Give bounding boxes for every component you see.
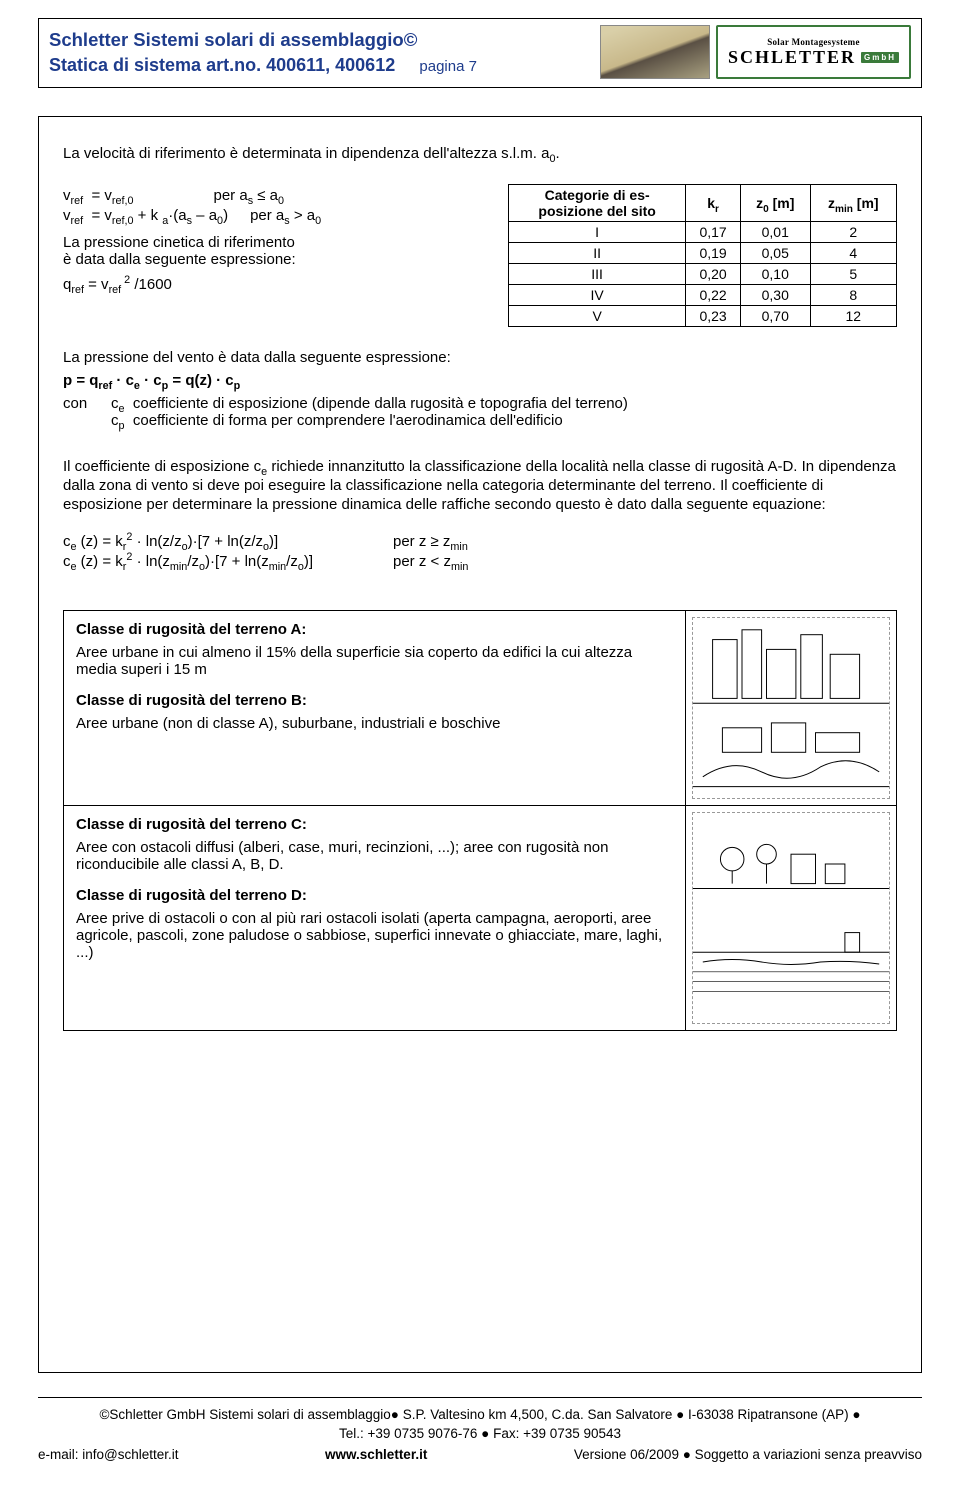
terrain-title-b: Classe di rugosità del terreno B: <box>76 692 673 709</box>
header-subtitle: Statica di sistema art.no. 400611, 40061… <box>49 55 395 75</box>
calculator-photo <box>600 25 710 79</box>
header-left: Schletter Sistemi solari di assemblaggio… <box>49 29 600 76</box>
formula-table-row: vref = vref,0per as ≤ a0 vref = vref,0 +… <box>63 184 897 327</box>
terrain-text-cd: Classe di rugosità del terreno C: Aree c… <box>64 806 686 1030</box>
terrain-sketch-cd <box>686 806 896 1030</box>
formula-column: vref = vref,0per as ≤ a0 vref = vref,0 +… <box>63 184 480 327</box>
big-paragraph: Il coefficiente di esposizione ce richie… <box>63 457 897 515</box>
sketch-open-icon <box>693 813 889 1023</box>
ce-eq-1: ce (z) = kr2 · ln(z/zo)·[7 + ln(z/zo)] p… <box>63 533 897 550</box>
footer-row3: e-mail: info@schletter.it www.schletter.… <box>38 1446 922 1465</box>
footer-version: Versione 06/2009 ● Soggetto a variazioni… <box>574 1446 922 1465</box>
wind-line1: La pressione del vento è data dalla segu… <box>63 349 897 366</box>
terrain-text-ab: Classe di rugosità del terreno A: Aree u… <box>64 611 686 805</box>
vref-eq-2: vref = vref,0 + k a·(as – a0)per as > a0 <box>63 207 480 224</box>
pressure-text: La pressione cinetica di riferimento è d… <box>63 234 480 268</box>
page-number: pagina 7 <box>419 58 477 75</box>
terrain-title-a: Classe di rugosità del terreno A: <box>76 621 673 638</box>
table-row: II0,190,054 <box>509 243 897 264</box>
wind-pressure-block: La pressione del vento è data dalla segu… <box>63 349 897 429</box>
terrain-table: Classe di rugosità del terreno A: Aree u… <box>63 610 897 1031</box>
terrain-desc-a: Aree urbane in cui almeno il 15% della s… <box>76 644 673 678</box>
th-cat: Categorie di es-posizione del sito <box>509 185 686 222</box>
table-column: Categorie di es-posizione del sito kr z0… <box>508 184 897 327</box>
terrain-title-d: Classe di rugosità del terreno D: <box>76 887 673 904</box>
terrain-title-c: Classe di rugosità del terreno C: <box>76 816 673 833</box>
footer-email: e-mail: info@schletter.it <box>38 1446 179 1465</box>
footer-line2: Tel.: +39 0735 9076-76 ● Fax: +39 0735 9… <box>38 1425 922 1444</box>
header-images: Solar Montagesysteme SCHLETTER GmbH <box>600 25 911 79</box>
logo-big-text: SCHLETTER GmbH <box>728 47 899 68</box>
intro-text: La velocità di riferimento è determinata… <box>63 145 897 162</box>
wind-eq: p = qref · ce · cp = q(z) · cp <box>63 372 897 389</box>
coeff-definitions: con ce coefficiente di esposizione (dipe… <box>63 395 897 429</box>
table-row: IV0,220,308 <box>509 285 897 306</box>
terrain-row-cd: Classe di rugosità del terreno C: Aree c… <box>64 806 896 1030</box>
qref-eq: qref = vref 2 /1600 <box>63 276 480 293</box>
page: Schletter Sistemi solari di assemblaggio… <box>0 0 960 1485</box>
th-z0: z0 [m] <box>740 185 810 222</box>
th-kr: kr <box>686 185 741 222</box>
logo-small-text: Solar Montagesysteme <box>767 37 860 47</box>
footer: ©Schletter GmbH Sistemi solari di assemb… <box>38 1397 922 1465</box>
logo-gmbh: GmbH <box>861 52 899 63</box>
header-subtitle-row: Statica di sistema art.no. 400611, 40061… <box>49 55 600 76</box>
footer-line1: ©Schletter GmbH Sistemi solari di assemb… <box>38 1406 922 1425</box>
table-row: V0,230,7012 <box>509 306 897 327</box>
cp-def: cp coefficiente di forma per comprendere… <box>111 412 897 429</box>
table-row: I0,170,012 <box>509 222 897 243</box>
terrain-desc-c: Aree con ostacoli diffusi (alberi, case,… <box>76 839 673 873</box>
terrain-desc-d: Aree prive di ostacoli o con al più rari… <box>76 910 673 961</box>
con-label: con <box>63 395 111 429</box>
table-body: I0,170,012 II0,190,054 III0,200,105 IV0,… <box>509 222 897 327</box>
terrain-sketch-ab <box>686 611 896 805</box>
table-row: III0,200,105 <box>509 264 897 285</box>
vref-eq-1: vref = vref,0per as ≤ a0 <box>63 187 480 204</box>
th-zmin: zmin [m] <box>810 185 896 222</box>
ce-equations: ce (z) = kr2 · ln(z/zo)·[7 + ln(z/zo)] p… <box>63 533 897 570</box>
ce-eq-2: ce (z) = kr2 · ln(zmin/zo)·[7 + ln(zmin/… <box>63 553 897 570</box>
exposure-table: Categorie di es-posizione del sito kr z0… <box>508 184 897 327</box>
header-box: Schletter Sistemi solari di assemblaggio… <box>38 18 922 88</box>
terrain-desc-b: Aree urbane (non di classe A), suburbane… <box>76 715 673 732</box>
ce-def: ce coefficiente di esposizione (dipende … <box>111 395 897 412</box>
sketch-urban-icon <box>693 618 889 798</box>
terrain-row-ab: Classe di rugosità del terreno A: Aree u… <box>64 611 896 806</box>
footer-site: www.schletter.it <box>325 1446 427 1465</box>
header-title: Schletter Sistemi solari di assemblaggio… <box>49 29 600 51</box>
schletter-logo: Solar Montagesysteme SCHLETTER GmbH <box>716 25 911 79</box>
content-box: La velocità di riferimento è determinata… <box>38 116 922 1373</box>
